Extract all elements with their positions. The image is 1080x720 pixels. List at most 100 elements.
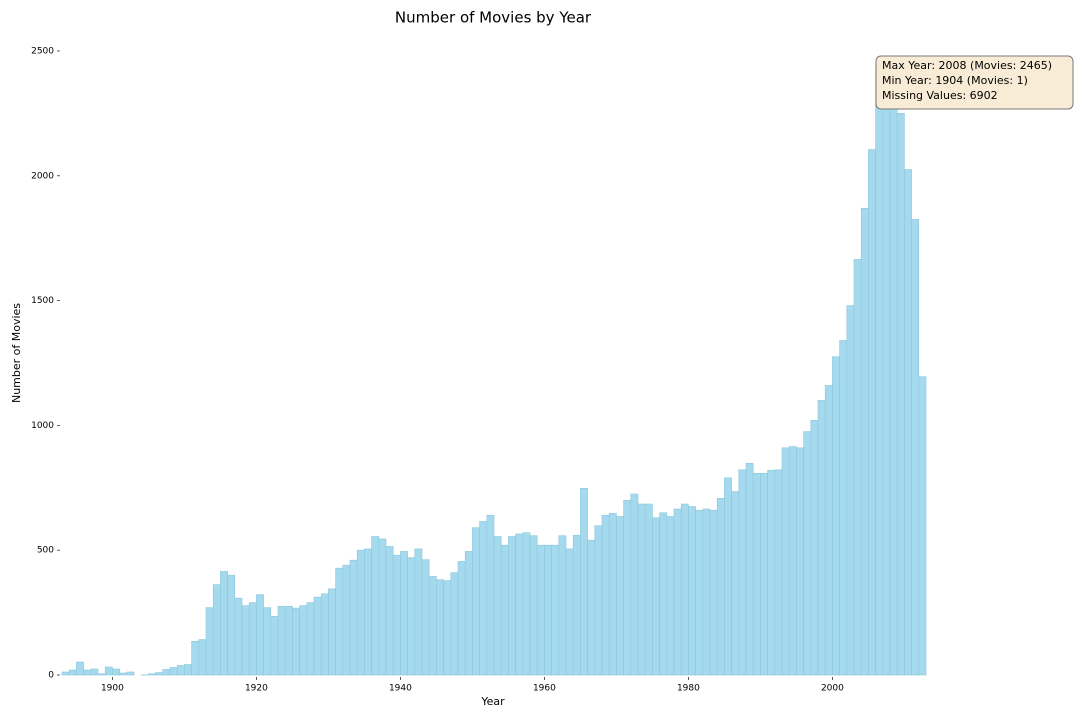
bar xyxy=(652,517,660,676)
annotation-line: Missing Values: 6902 xyxy=(882,89,998,102)
bar xyxy=(486,514,495,676)
bar xyxy=(400,551,408,676)
bar xyxy=(738,469,747,676)
bar xyxy=(184,664,192,676)
bar xyxy=(904,169,912,676)
x-tick-label: 1980 xyxy=(677,684,700,694)
bar xyxy=(83,669,92,676)
bar xyxy=(767,470,776,676)
bar xyxy=(292,607,300,676)
bar xyxy=(659,512,668,676)
bar xyxy=(248,602,257,676)
bar xyxy=(76,661,84,676)
bar xyxy=(90,668,99,676)
bar xyxy=(846,305,855,676)
bar xyxy=(630,493,639,676)
annotation-line: Max Year: 2008 (Movies: 2465) xyxy=(882,59,1052,72)
bar xyxy=(832,356,840,676)
bar xyxy=(745,463,754,676)
bar xyxy=(839,340,848,676)
bar xyxy=(673,508,682,676)
bar xyxy=(752,473,761,676)
bar xyxy=(479,521,488,676)
bar xyxy=(371,536,380,676)
bar xyxy=(277,606,286,676)
bar xyxy=(464,551,473,676)
bar xyxy=(256,594,264,676)
bar xyxy=(205,607,214,676)
bar xyxy=(515,533,524,676)
bar xyxy=(616,516,624,676)
bar xyxy=(450,572,459,676)
bar xyxy=(306,602,315,676)
bar xyxy=(335,567,344,676)
bar xyxy=(572,534,581,676)
bar xyxy=(796,447,804,676)
bar xyxy=(436,579,444,676)
bar xyxy=(126,671,135,676)
y-tick-label: 2000 xyxy=(31,171,54,181)
bar xyxy=(860,207,869,676)
bar xyxy=(212,584,221,676)
bar xyxy=(61,671,70,676)
bar xyxy=(551,544,560,676)
y-tick-label: 1000 xyxy=(31,421,54,431)
bar xyxy=(824,385,833,676)
bar xyxy=(544,544,552,676)
bar xyxy=(868,149,876,676)
bar xyxy=(594,525,603,676)
y-tick-label: 2500 xyxy=(31,46,54,56)
bar xyxy=(774,469,783,676)
bar xyxy=(788,446,797,676)
bar xyxy=(119,672,128,676)
bar xyxy=(918,376,927,676)
bar xyxy=(227,574,236,676)
bar xyxy=(155,672,164,676)
bar xyxy=(724,477,732,676)
bar xyxy=(558,535,567,676)
annotation: Max Year: 2008 (Movies: 2465) Min Year: 1… xyxy=(875,55,1074,110)
bar xyxy=(608,512,617,676)
bar xyxy=(313,596,322,676)
bar xyxy=(457,561,466,676)
bar xyxy=(421,559,430,676)
bar xyxy=(702,508,711,676)
bar xyxy=(803,431,812,676)
bar xyxy=(104,666,113,676)
bar xyxy=(810,420,819,676)
bar xyxy=(565,548,574,676)
bar xyxy=(601,514,610,676)
bar xyxy=(760,473,768,676)
bar xyxy=(263,607,272,676)
bar xyxy=(378,538,387,676)
bar xyxy=(781,447,790,676)
bar xyxy=(580,487,588,676)
bar xyxy=(148,673,156,676)
bar xyxy=(112,668,120,676)
bar xyxy=(234,597,243,676)
bar xyxy=(198,639,207,676)
bar xyxy=(241,605,250,676)
bar xyxy=(385,546,394,676)
bar xyxy=(414,548,423,676)
x-tick-label: 1940 xyxy=(389,684,412,694)
bar xyxy=(220,571,228,676)
bar xyxy=(889,59,898,676)
bar xyxy=(882,65,891,676)
x-tick-label: 1900 xyxy=(101,684,124,694)
y-tick-label: 500 xyxy=(37,546,54,556)
x-tick-label: 1920 xyxy=(245,684,268,694)
bar xyxy=(875,65,884,676)
bar xyxy=(493,536,502,676)
x-tick-label: 2000 xyxy=(821,684,844,694)
bar xyxy=(637,503,646,676)
bar xyxy=(623,499,632,676)
bar xyxy=(472,527,480,676)
bar xyxy=(817,400,826,676)
bar xyxy=(536,544,545,676)
bar xyxy=(299,605,308,676)
bar xyxy=(342,564,351,676)
bar xyxy=(284,606,293,676)
annotation-line: Min Year: 1904 (Movies: 1) xyxy=(882,74,1028,87)
